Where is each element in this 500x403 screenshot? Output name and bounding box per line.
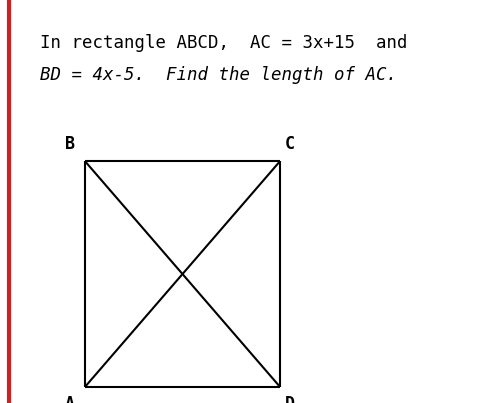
Text: In rectangle ABCD,  AC = 3x+15  and: In rectangle ABCD, AC = 3x+15 and — [40, 34, 408, 52]
Text: D: D — [285, 395, 295, 403]
Text: BD = 4x-5.  Find the length of AC.: BD = 4x-5. Find the length of AC. — [40, 66, 397, 85]
Text: B: B — [65, 135, 75, 153]
Text: C: C — [285, 135, 295, 153]
Text: A: A — [65, 395, 75, 403]
